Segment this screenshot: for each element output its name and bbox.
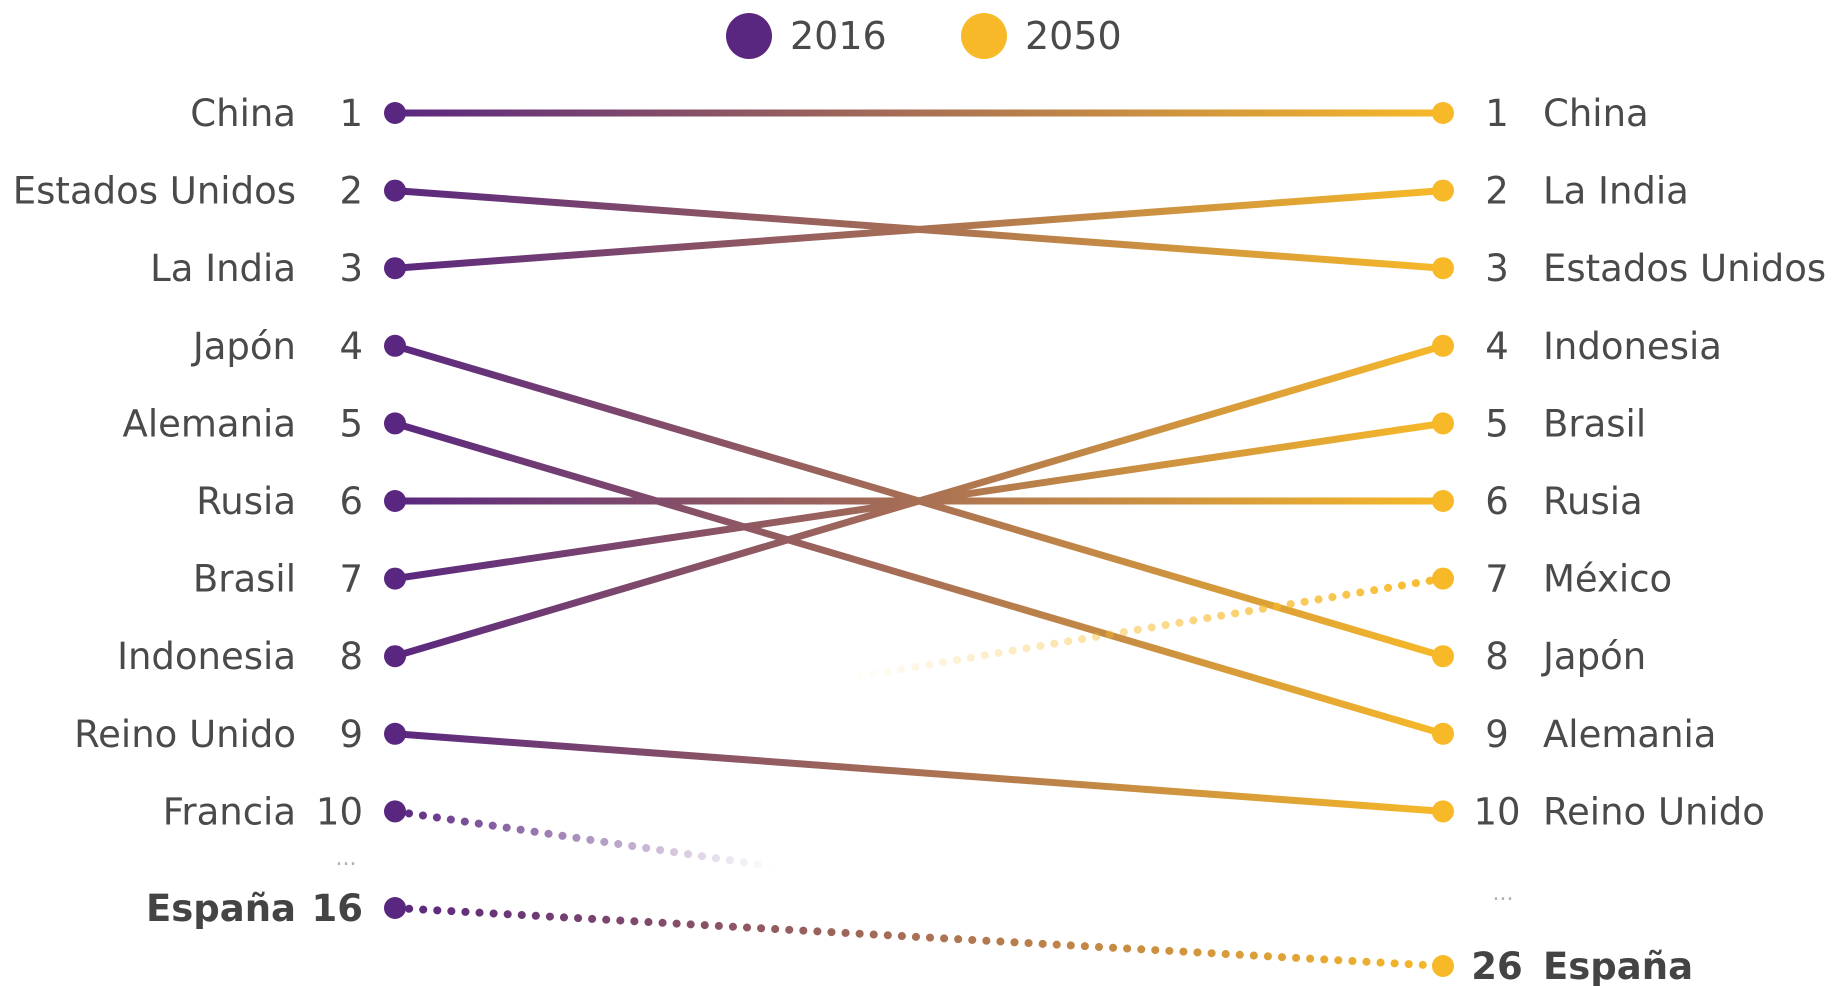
right-ellipsis: ...: [1493, 881, 1514, 906]
label-2016-rank-la-india: 3: [339, 247, 363, 290]
label-2050-rank-la-india: 2: [1485, 170, 1509, 213]
dot-2016-brasil: [384, 567, 406, 590]
dot-2016-la-india: [384, 257, 406, 280]
label-2050-rank-estados-unidos: 3: [1485, 247, 1509, 290]
dot-2016-reino-unido: [384, 722, 406, 745]
dot-2050-china: [1432, 102, 1454, 124]
dot-2016-estados-unidos: [384, 179, 406, 202]
label-2016-country-estados-unidos: Estados Unidos: [13, 170, 296, 213]
label-2050-country-china: China: [1543, 92, 1649, 135]
dot-2050-mexico: [1432, 567, 1454, 590]
connector-francia: [391, 807, 777, 871]
label-2050-rank-reino-unido: 10: [1473, 790, 1520, 833]
connector-mexico: [841, 574, 1447, 683]
label-2050-rank-alemania: 9: [1485, 713, 1509, 756]
label-2050-rank-rusia: 6: [1485, 480, 1509, 523]
dot-2050-espana: [1432, 955, 1454, 977]
label-2050-rank-indonesia: 4: [1485, 325, 1509, 368]
rank-dots: [384, 102, 1454, 977]
label-2016-country-rusia: Rusia: [196, 480, 296, 523]
label-2050-country-mexico: México: [1543, 558, 1672, 601]
label-2016-rank-brasil: 7: [339, 558, 363, 601]
dot-2050-estados-unidos: [1432, 257, 1454, 280]
dot-2050-indonesia: [1432, 334, 1454, 357]
label-2016-rank-china: 1: [339, 92, 363, 135]
legend-label-2050: 2050: [1025, 14, 1122, 58]
label-2016-rank-rusia: 6: [339, 480, 363, 523]
label-2016-country-espana: España: [146, 887, 296, 930]
dot-2050-brasil: [1432, 412, 1454, 435]
label-2050-country-brasil: Brasil: [1543, 402, 1646, 445]
label-2016-rank-alemania: 5: [339, 402, 363, 445]
connector-indonesia: [391, 342, 1447, 660]
dot-2016-indonesia: [384, 645, 406, 668]
connector-espana: [391, 904, 1447, 970]
connector-lines: [391, 109, 1447, 970]
dot-2050-alemania: [1432, 722, 1454, 745]
label-2016-rank-francia: 10: [316, 790, 363, 833]
label-2016-country-indonesia: Indonesia: [117, 635, 296, 678]
label-2050-rank-japon: 8: [1485, 635, 1509, 678]
label-2050-rank-brasil: 5: [1485, 402, 1509, 445]
dot-2016-japon: [384, 334, 406, 357]
label-2050-rank-espana: 26: [1471, 945, 1523, 986]
label-2016-rank-espana: 16: [312, 887, 364, 930]
dot-2016-alemania: [384, 412, 406, 435]
connector-la-india: [391, 187, 1447, 272]
label-2050-rank-china: 1: [1485, 92, 1509, 135]
label-2016-country-japon: Japón: [191, 325, 296, 368]
connector-reino-unido: [391, 730, 1447, 815]
label-2016-country-reino-unido: Reino Unido: [74, 713, 296, 756]
dot-2016-rusia: [384, 490, 406, 512]
dot-2016-francia: [384, 800, 406, 823]
label-2016-rank-reino-unido: 9: [339, 713, 363, 756]
label-2016-rank-japon: 4: [339, 325, 363, 368]
label-2050-country-la-india: La India: [1543, 170, 1689, 213]
rank-labels: ...... China 1 1 China Estados Unidos 2 3 Estado…: [13, 92, 1826, 986]
label-2016-country-francia: Francia: [163, 790, 296, 833]
left-ellipsis: ...: [336, 846, 357, 871]
dot-2050-reino-unido: [1432, 800, 1454, 823]
label-2050-country-estados-unidos: Estados Unidos: [1543, 247, 1826, 290]
label-2050-country-indonesia: Indonesia: [1543, 325, 1722, 368]
label-2016-country-china: China: [190, 92, 296, 135]
label-2050-country-alemania: Alemania: [1543, 713, 1716, 756]
label-2016-rank-indonesia: 8: [339, 635, 363, 678]
label-2050-country-reino-unido: Reino Unido: [1543, 790, 1765, 833]
label-2016-rank-estados-unidos: 2: [339, 170, 363, 213]
dot-2016-espana: [384, 897, 406, 919]
label-2050-country-rusia: Rusia: [1543, 480, 1643, 523]
label-2050-rank-mexico: 7: [1485, 558, 1509, 601]
dot-2016-china: [384, 102, 406, 124]
label-2050-country-japon: Japón: [1541, 635, 1646, 678]
connector-alemania: [391, 419, 1447, 738]
legend-dot-2050: [961, 13, 1007, 59]
label-2016-country-la-india: La India: [150, 247, 296, 290]
dot-2050-la-india: [1432, 179, 1454, 202]
legend-label-2016: 2016: [790, 14, 887, 58]
label-2050-country-espana: España: [1543, 945, 1693, 986]
label-2016-country-brasil: Brasil: [193, 558, 296, 601]
legend-dot-2016: [726, 13, 772, 59]
legend: 2016 2050: [726, 13, 1122, 59]
dot-2050-japon: [1432, 645, 1454, 668]
dot-2050-rusia: [1432, 490, 1454, 512]
label-2016-country-alemania: Alemania: [123, 402, 296, 445]
